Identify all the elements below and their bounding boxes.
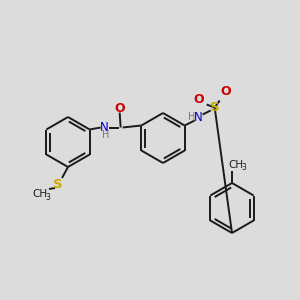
Text: 3: 3 xyxy=(45,193,50,202)
Text: H: H xyxy=(102,130,109,140)
Text: O: O xyxy=(114,102,125,115)
Text: N: N xyxy=(194,111,203,124)
Text: CH: CH xyxy=(32,189,48,199)
Text: H: H xyxy=(188,112,195,122)
Text: N: N xyxy=(100,121,109,134)
Text: 3: 3 xyxy=(241,164,246,172)
Text: S: S xyxy=(53,178,63,191)
Text: CH: CH xyxy=(228,160,244,170)
Text: O: O xyxy=(193,93,204,106)
Text: S: S xyxy=(210,101,220,114)
Text: O: O xyxy=(220,85,231,98)
